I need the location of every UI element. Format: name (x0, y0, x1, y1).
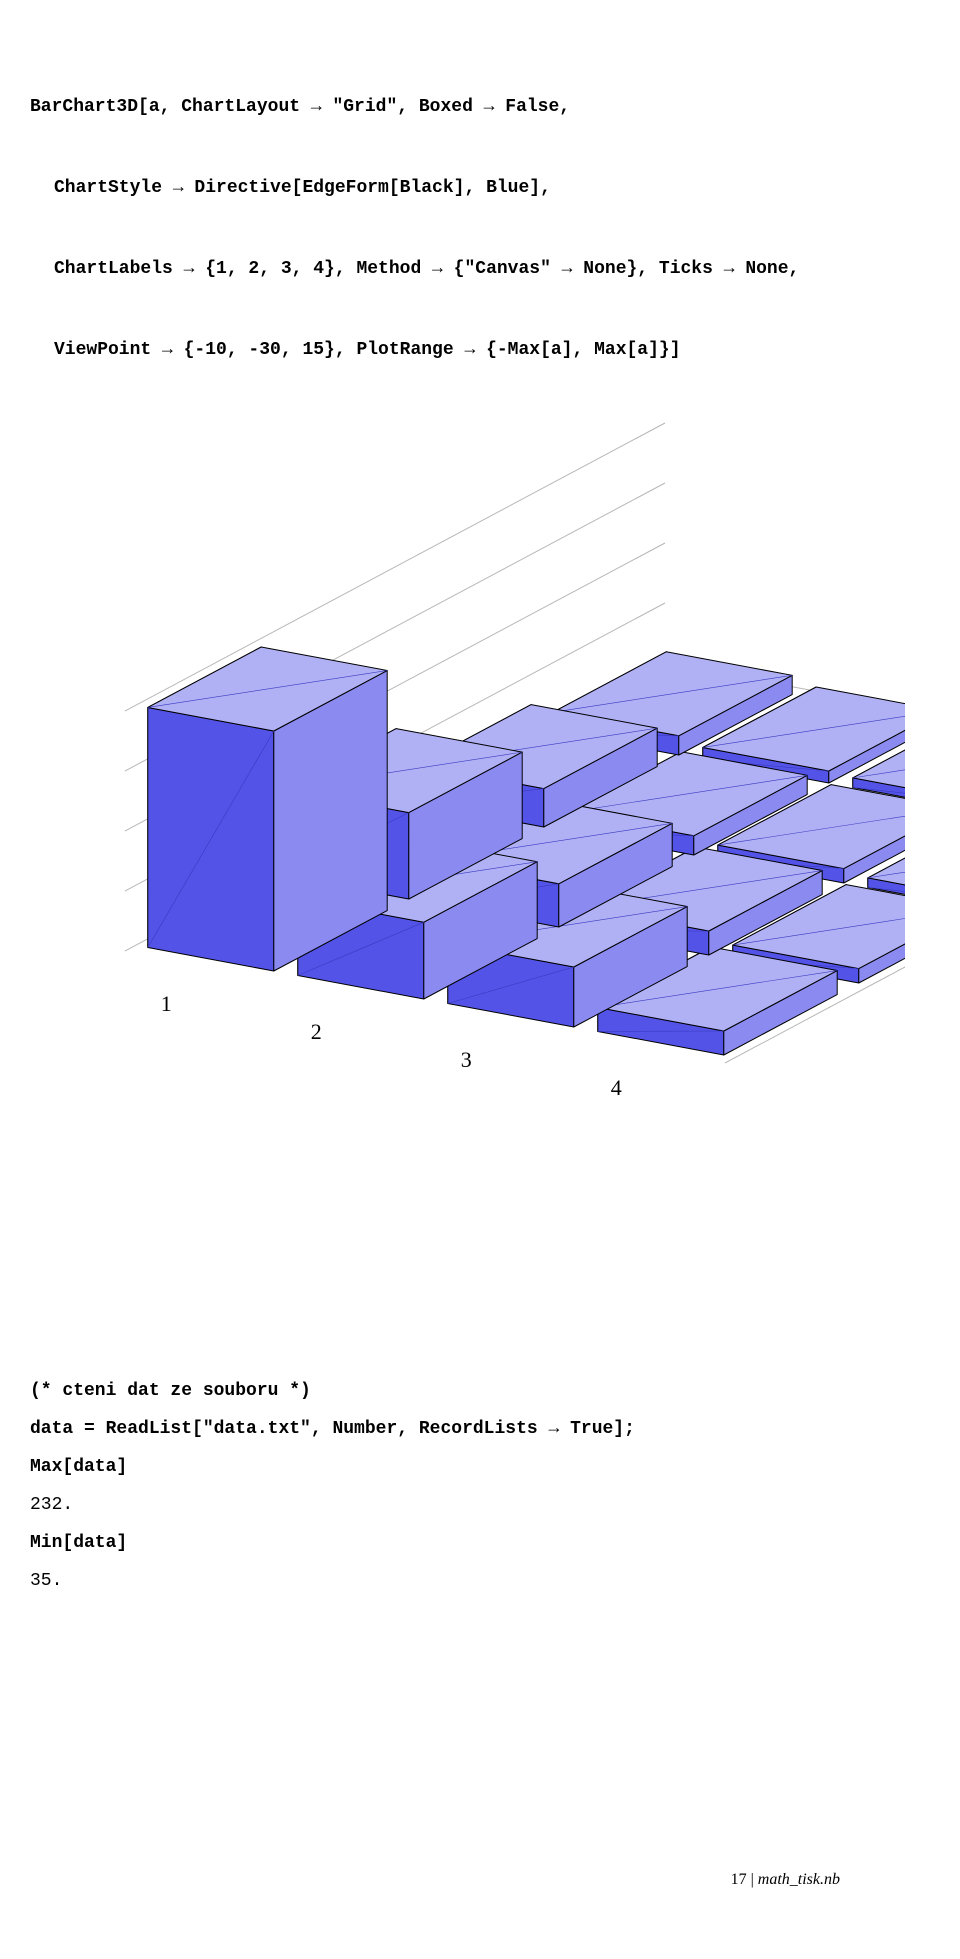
footer-sep: | (747, 1871, 758, 1888)
code-readlist: data = ReadList["data.txt", Number, Reco… (30, 1419, 930, 1439)
code-line: ViewPoint → {-10, -30, 15}, PlotRange → … (30, 337, 930, 364)
svg-text:1: 1 (161, 991, 172, 1016)
code-line: ChartStyle → Directive[EdgeForm[Black], … (30, 175, 930, 202)
code-line: BarChart3D[a, ChartLayout → "Grid", Boxe… (30, 94, 930, 121)
barchart3d-svg: 1 2 3 4 (55, 421, 905, 1321)
svg-text:3: 3 (461, 1047, 472, 1072)
output-max: 232. (30, 1495, 930, 1515)
page-footer: 17 | math_tisk.nb (30, 1871, 930, 1889)
svg-text:4: 4 (611, 1075, 622, 1100)
page-number: 17 (731, 1871, 747, 1888)
code-comment: (* cteni dat ze souboru *) (30, 1381, 930, 1401)
input-code-block: BarChart3D[a, ChartLayout → "Grid", Boxe… (30, 40, 930, 391)
code-min: Min[data] (30, 1533, 930, 1553)
barchart3d-output: 1 2 3 4 (55, 421, 905, 1321)
footer-filename: math_tisk.nb (758, 1871, 840, 1888)
code-line: ChartLabels → {1, 2, 3, 4}, Method → {"C… (30, 256, 930, 283)
output-min: 35. (30, 1571, 930, 1591)
code-max: Max[data] (30, 1457, 930, 1477)
svg-text:2: 2 (311, 1019, 322, 1044)
